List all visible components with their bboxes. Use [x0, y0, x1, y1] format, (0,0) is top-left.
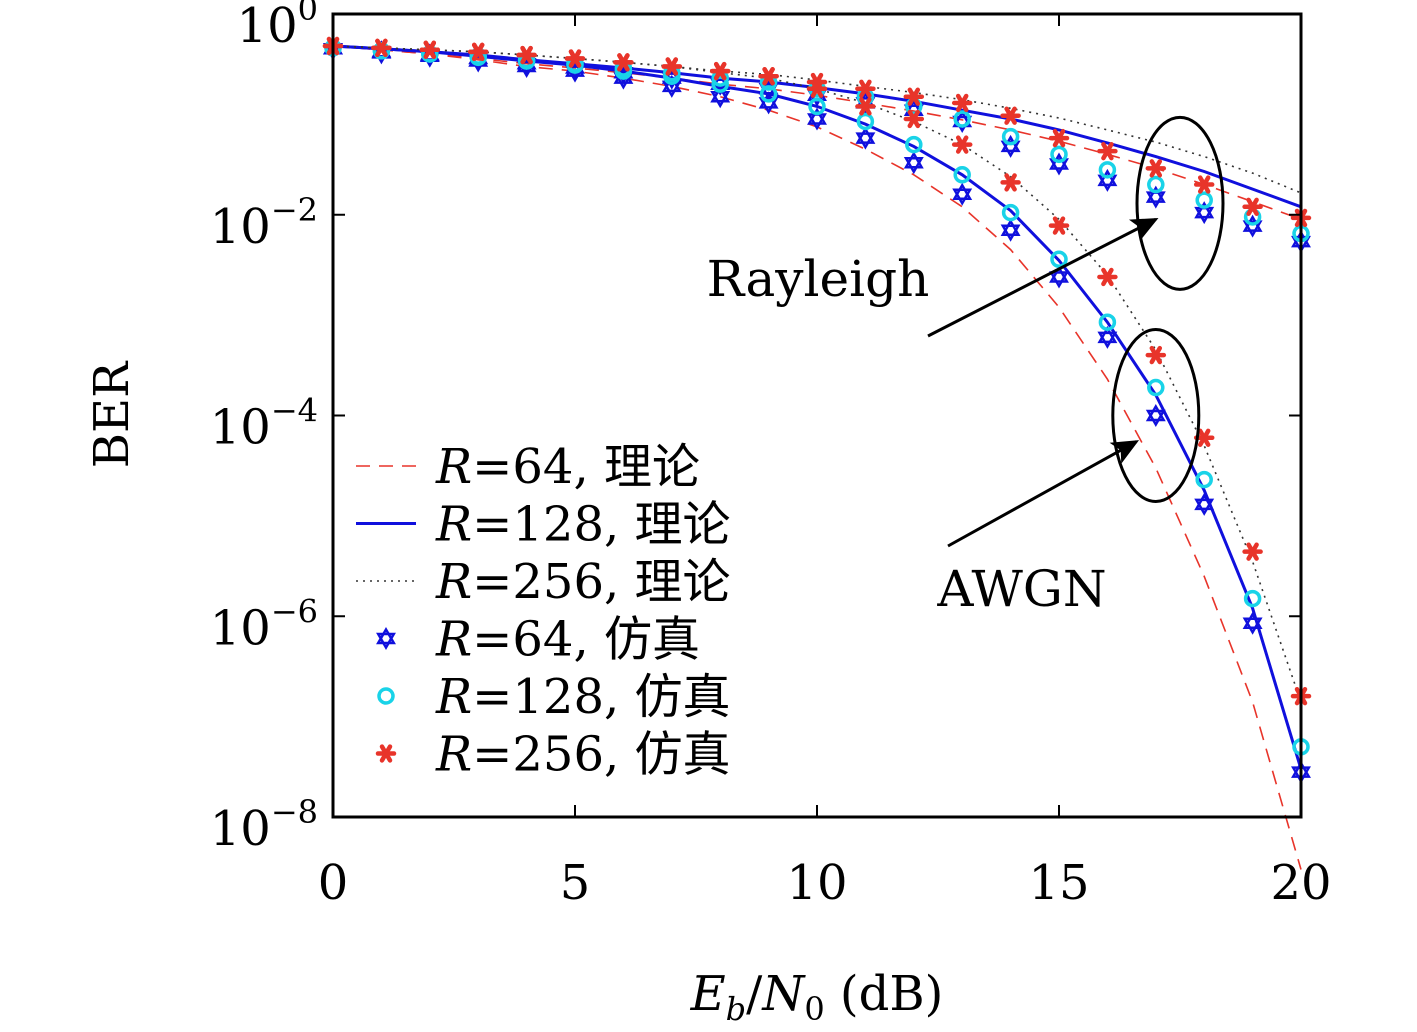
- data-point-s256-awgn-5: [564, 49, 586, 68]
- data-point-s256-awgn-6: [613, 53, 634, 72]
- y-tick-label: 100: [237, 0, 318, 54]
- series-line-t256-awgn: [332, 45, 1302, 703]
- data-point-s256-rayleigh-18: [1193, 175, 1215, 194]
- data-point-s64-awgn-11: [855, 126, 876, 150]
- legend-label-s64: R=64, 仿真: [435, 612, 700, 668]
- plot-area: [322, 36, 1312, 870]
- data-point-s64-awgn-19: [1242, 611, 1263, 635]
- data-point-s128-awgn-19: [1243, 589, 1262, 608]
- y-tick-label: 10−6: [210, 592, 318, 656]
- data-point-s256-rayleigh-12: [903, 87, 925, 106]
- legend-label-t128: R=128, 理论: [435, 497, 731, 553]
- data-point-s256-awgn-10: [806, 79, 828, 98]
- data-point-s256-rayleigh-13: [951, 93, 973, 113]
- legend-entry-s64: R=64, 仿真: [376, 612, 700, 668]
- data-point-s256-awgn-7: [661, 57, 683, 76]
- legend-swatch-s128: [377, 687, 395, 705]
- x-axis-label: Eb/N0 (dB): [690, 966, 944, 1028]
- data-point-s128-awgn-18: [1195, 470, 1213, 489]
- data-point-s64-awgn-13: [952, 182, 973, 206]
- data-point-s64-awgn-18: [1194, 492, 1215, 516]
- annotation-awgn: AWGN: [936, 328, 1201, 618]
- annotation-rayleigh: Rayleigh: [707, 115, 1225, 338]
- data-point-s256-rayleigh-17: [1145, 159, 1167, 178]
- data-point-s256-awgn-13: [951, 135, 973, 154]
- data-point-s64-awgn-16: [1097, 325, 1118, 349]
- annotation-label-awgn: AWGN: [936, 560, 1106, 618]
- data-point-s128-awgn-15: [1050, 250, 1068, 269]
- data-point-s128-awgn-11: [856, 112, 875, 131]
- data-point-s128-rayleigh-15: [1050, 145, 1068, 164]
- data-point-s64-awgn-17: [1145, 404, 1166, 427]
- data-point-s256-rayleigh-19: [1242, 197, 1263, 216]
- y-tick-label: 10−2: [210, 191, 318, 255]
- data-point-s128-rayleigh-16: [1098, 161, 1117, 179]
- annotation-ellipse-rayleigh: [1135, 115, 1225, 291]
- x-tick-label: 20: [1270, 855, 1331, 911]
- x-tick-label: 15: [1028, 855, 1089, 911]
- legend-label-s256: R=256, 仿真: [435, 727, 731, 783]
- data-point-s128-awgn-13: [953, 166, 971, 184]
- data-point-s128-awgn-9: [759, 85, 778, 103]
- data-point-s128-awgn-10: [808, 97, 826, 116]
- data-point-s256-awgn-15: [1048, 216, 1070, 235]
- y-tick-label: 10−4: [210, 392, 318, 456]
- legend-entry-t64: R=64, 理论: [356, 439, 700, 495]
- data-point-s128-awgn-17: [1147, 378, 1165, 397]
- legend-label-t64: R=64, 理论: [435, 439, 700, 495]
- data-point-s128-rayleigh-14: [1001, 127, 1020, 146]
- legend-entry-t128: R=128, 理论: [356, 497, 731, 553]
- y-tick-label: 10−8: [210, 793, 318, 857]
- data-point-s128-awgn-8: [711, 75, 729, 93]
- annotation-ellipse-awgn: [1111, 328, 1201, 503]
- legend-swatch-s256: [375, 744, 397, 763]
- data-point-s128-awgn-12: [905, 135, 923, 154]
- data-point-s128-awgn-16: [1098, 313, 1117, 331]
- data-point-s256-rayleigh-14: [1000, 106, 1021, 125]
- legend-label-s128: R=128, 仿真: [435, 669, 731, 725]
- data-point-s256-awgn-12: [903, 109, 925, 129]
- data-point-s256-awgn-17: [1145, 345, 1167, 365]
- y-axis-label: BER: [84, 360, 140, 468]
- data-point-s128-rayleigh-17: [1147, 175, 1165, 194]
- legend-entry-t256: R=256, 理论: [356, 554, 731, 610]
- data-point-s256-awgn-14: [1000, 173, 1021, 192]
- annotation-arrow-awgn: [947, 440, 1140, 548]
- data-point-s256-awgn-11: [855, 97, 876, 116]
- x-tick-label: 5: [560, 855, 591, 911]
- axis-ticks: 0 5 10 15 20 100 10−2 10−4 10−6 10−8: [210, 0, 1332, 911]
- annotation-arrow-rayleigh: [927, 217, 1159, 338]
- x-tick-label: 10: [786, 855, 847, 911]
- data-point-s128-rayleigh-18: [1195, 191, 1213, 209]
- data-point-s256-awgn-1: [371, 38, 392, 58]
- data-point-s64-awgn-14: [1000, 218, 1021, 242]
- x-tick-label: 0: [318, 855, 349, 911]
- data-point-s128-awgn-14: [1001, 203, 1020, 222]
- data-point-s256-awgn-9: [758, 67, 779, 86]
- data-point-s256-awgn-2: [419, 40, 441, 59]
- data-point-s256-awgn-8: [709, 61, 731, 81]
- data-point-s256-rayleigh-16: [1097, 141, 1118, 161]
- legend: R=64, 理论R=128, 理论R=256, 理论R=64, 仿真R=128,…: [356, 439, 731, 783]
- data-point-s256-rayleigh-15: [1048, 128, 1070, 148]
- data-point-s256-awgn-4: [516, 45, 537, 65]
- legend-entry-s128: R=128, 仿真: [377, 669, 731, 725]
- data-point-s64-awgn-15: [1049, 265, 1069, 289]
- legend-label-t256: R=256, 理论: [435, 554, 731, 610]
- data-point-s256-awgn-19: [1242, 542, 1263, 561]
- legend-entry-s256: R=256, 仿真: [375, 727, 731, 783]
- data-point-s256-awgn-3: [467, 42, 489, 61]
- data-point-s256-awgn-16: [1097, 267, 1118, 287]
- data-point-s256-rayleigh-11: [855, 79, 876, 98]
- data-point-s128-rayleigh-13: [953, 110, 971, 128]
- annotation-label-rayleigh: Rayleigh: [707, 250, 930, 308]
- data-point-s64-awgn-12: [903, 151, 924, 175]
- annotations: Rayleigh AWGN: [707, 115, 1225, 618]
- legend-swatch-s64: [376, 627, 396, 650]
